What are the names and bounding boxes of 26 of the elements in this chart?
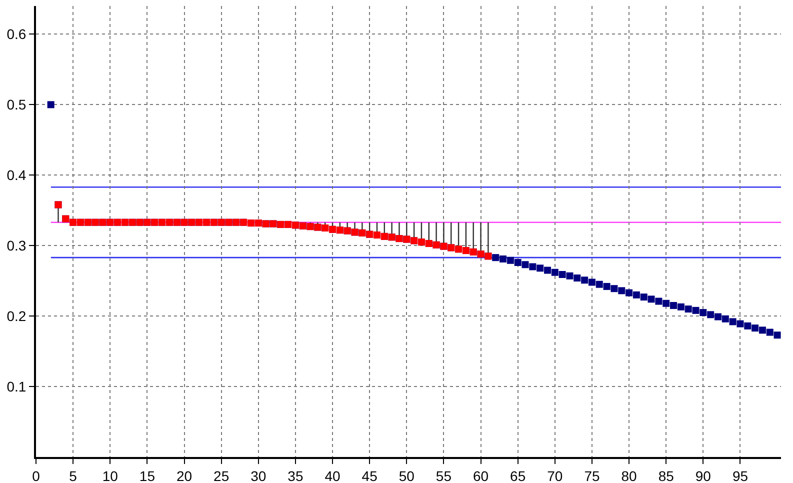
y-tick-label: 0.3 [6,237,26,254]
x-tick-label: 0 [32,468,40,483]
x-tick-label: 75 [584,468,600,483]
x-tick-label: 40 [324,468,341,483]
y-tick-label: 0.6 [6,26,26,42]
x-tick-label: 5 [69,468,78,483]
x-tick-label: 50 [398,468,415,483]
x-tick-label: 70 [547,468,563,483]
x-tick-label: 45 [362,468,378,483]
x-tick-label: 80 [621,468,638,483]
x-tick-label: 30 [250,468,266,483]
x-tick-label: 55 [436,468,452,483]
y-tick-label: 0.1 [6,378,26,394]
x-tick-label: 85 [658,468,674,483]
x-tick-label: 10 [102,468,118,483]
x-tick-label: 15 [139,468,156,483]
y-tick-label: 0.5 [6,96,26,113]
x-tick-label: 60 [472,468,489,483]
x-tick-label: 90 [695,468,712,483]
x-tick-label: 65 [510,468,526,483]
x-tick-label: 20 [176,468,192,483]
y-tick-label: 0.4 [6,167,26,184]
x-tick-label: 25 [214,468,230,483]
y-tick-label: 0.2 [6,308,26,324]
x-tick-label: 35 [288,468,304,483]
x-tick-label: 95 [732,468,748,483]
